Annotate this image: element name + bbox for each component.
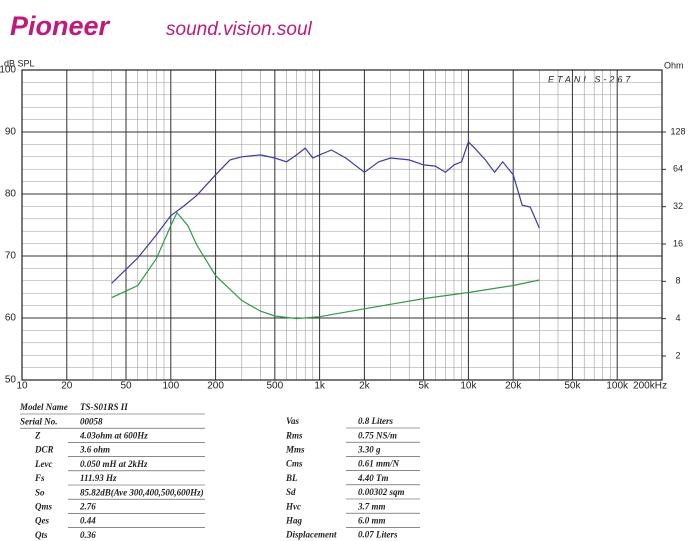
spec-label: Levc (34, 459, 52, 469)
y-tick-label: 60 (5, 313, 17, 324)
spec-value: 4.40 Tm (357, 473, 389, 483)
x-tick-label: 20k (505, 381, 522, 392)
spec-value: 6.0 mm (358, 515, 386, 525)
x-tick-label: 50k (564, 381, 581, 392)
spec-label: Qts (35, 530, 48, 540)
watermark: ETANI S-267 (548, 74, 633, 84)
x-tick-label: 50 (120, 381, 132, 392)
y2-axis-label: Ohm (664, 60, 684, 70)
spec-label: So (35, 487, 45, 497)
spec-value: 0.75 NS/m (358, 430, 397, 440)
spec-label: Qms (35, 501, 53, 511)
spec-label: Serial No. (20, 416, 58, 426)
spec-value: 0.36 (80, 530, 96, 540)
spec-value: 00058 (80, 416, 103, 426)
spec-value: 3.7 mm (357, 501, 386, 511)
curve (111, 140, 540, 284)
spec-value: 111.93 Hz (80, 473, 117, 483)
spec-label: Hvc (285, 501, 301, 511)
x-tick-label: 10k (460, 381, 477, 392)
spec-label: Fs (34, 473, 45, 483)
tagline: sound.vision.soul (166, 19, 313, 40)
spec-label: BL (285, 473, 298, 483)
spec-label: Sd (286, 487, 296, 497)
spec-value: 0.07 Liters (358, 530, 398, 540)
spec-value: 3.6 ohm (79, 445, 110, 455)
y-axis-label: dB SPL (4, 58, 35, 68)
spec-label: Model Name (19, 402, 68, 412)
spec-value: TS-S01RS II (80, 402, 128, 412)
x-tick-label: 5k (418, 381, 430, 392)
spec-value: 4.03ohm at 600Hz (79, 430, 148, 440)
spec-value: 3.30 g (357, 444, 381, 454)
y-tick-label: 100 (0, 65, 16, 76)
y-tick-label: 70 (5, 251, 17, 262)
x-tick-label: 1k (314, 381, 326, 392)
x-tick-label: 10 (16, 381, 28, 392)
y2-tick-label: 8 (675, 276, 680, 286)
x-tick-label: 20 (61, 381, 73, 392)
y-tick-label: 80 (5, 189, 17, 200)
x-tick-label: 100k (606, 381, 629, 392)
y-tick-label: 90 (5, 127, 17, 138)
x-tick-label: 200 (207, 381, 224, 392)
x-tick-label: 200kHz (633, 381, 667, 392)
spec-label: Hag (285, 515, 303, 525)
plot-frame (21, 69, 663, 381)
y2-tick-label: 4 (675, 313, 680, 323)
spec-value: 0.050 mH at 2kHz (80, 459, 148, 469)
spec-value: 0.8 Liters (358, 416, 393, 426)
spec-label: DCR (34, 445, 54, 455)
brand: Pioneer (10, 11, 111, 41)
curve (111, 211, 540, 320)
y2-tick-label: 2 (675, 350, 680, 360)
spec-label: Qes (35, 516, 49, 526)
x-tick-label: 500 (266, 381, 283, 392)
y2-tick-label: 128 (670, 126, 685, 136)
spec-value: 85.82dB(Ave 300,400,500,600Hz) (80, 487, 204, 497)
spec-label: Vas (286, 416, 300, 426)
spec-value: 0.61 mm/N (358, 459, 400, 469)
y-tick-label: 50 (5, 375, 17, 386)
spec-label: Displacement (285, 530, 337, 540)
spec-label: Mms (285, 444, 305, 454)
x-tick-label: 100 (162, 381, 179, 392)
spec-label: Cms (286, 459, 303, 469)
y2-tick-label: 32 (673, 201, 683, 211)
spec-label: Rms (285, 430, 303, 440)
y2-tick-label: 16 (673, 238, 683, 248)
spec-value: 2.76 (79, 501, 96, 511)
x-tick-label: 2k (359, 381, 371, 392)
spec-value: 0.44 (80, 516, 96, 526)
spec-value: 0.00302 sqm (358, 487, 405, 497)
y2-tick-label: 64 (673, 164, 683, 174)
spec-label: Z (34, 430, 41, 440)
